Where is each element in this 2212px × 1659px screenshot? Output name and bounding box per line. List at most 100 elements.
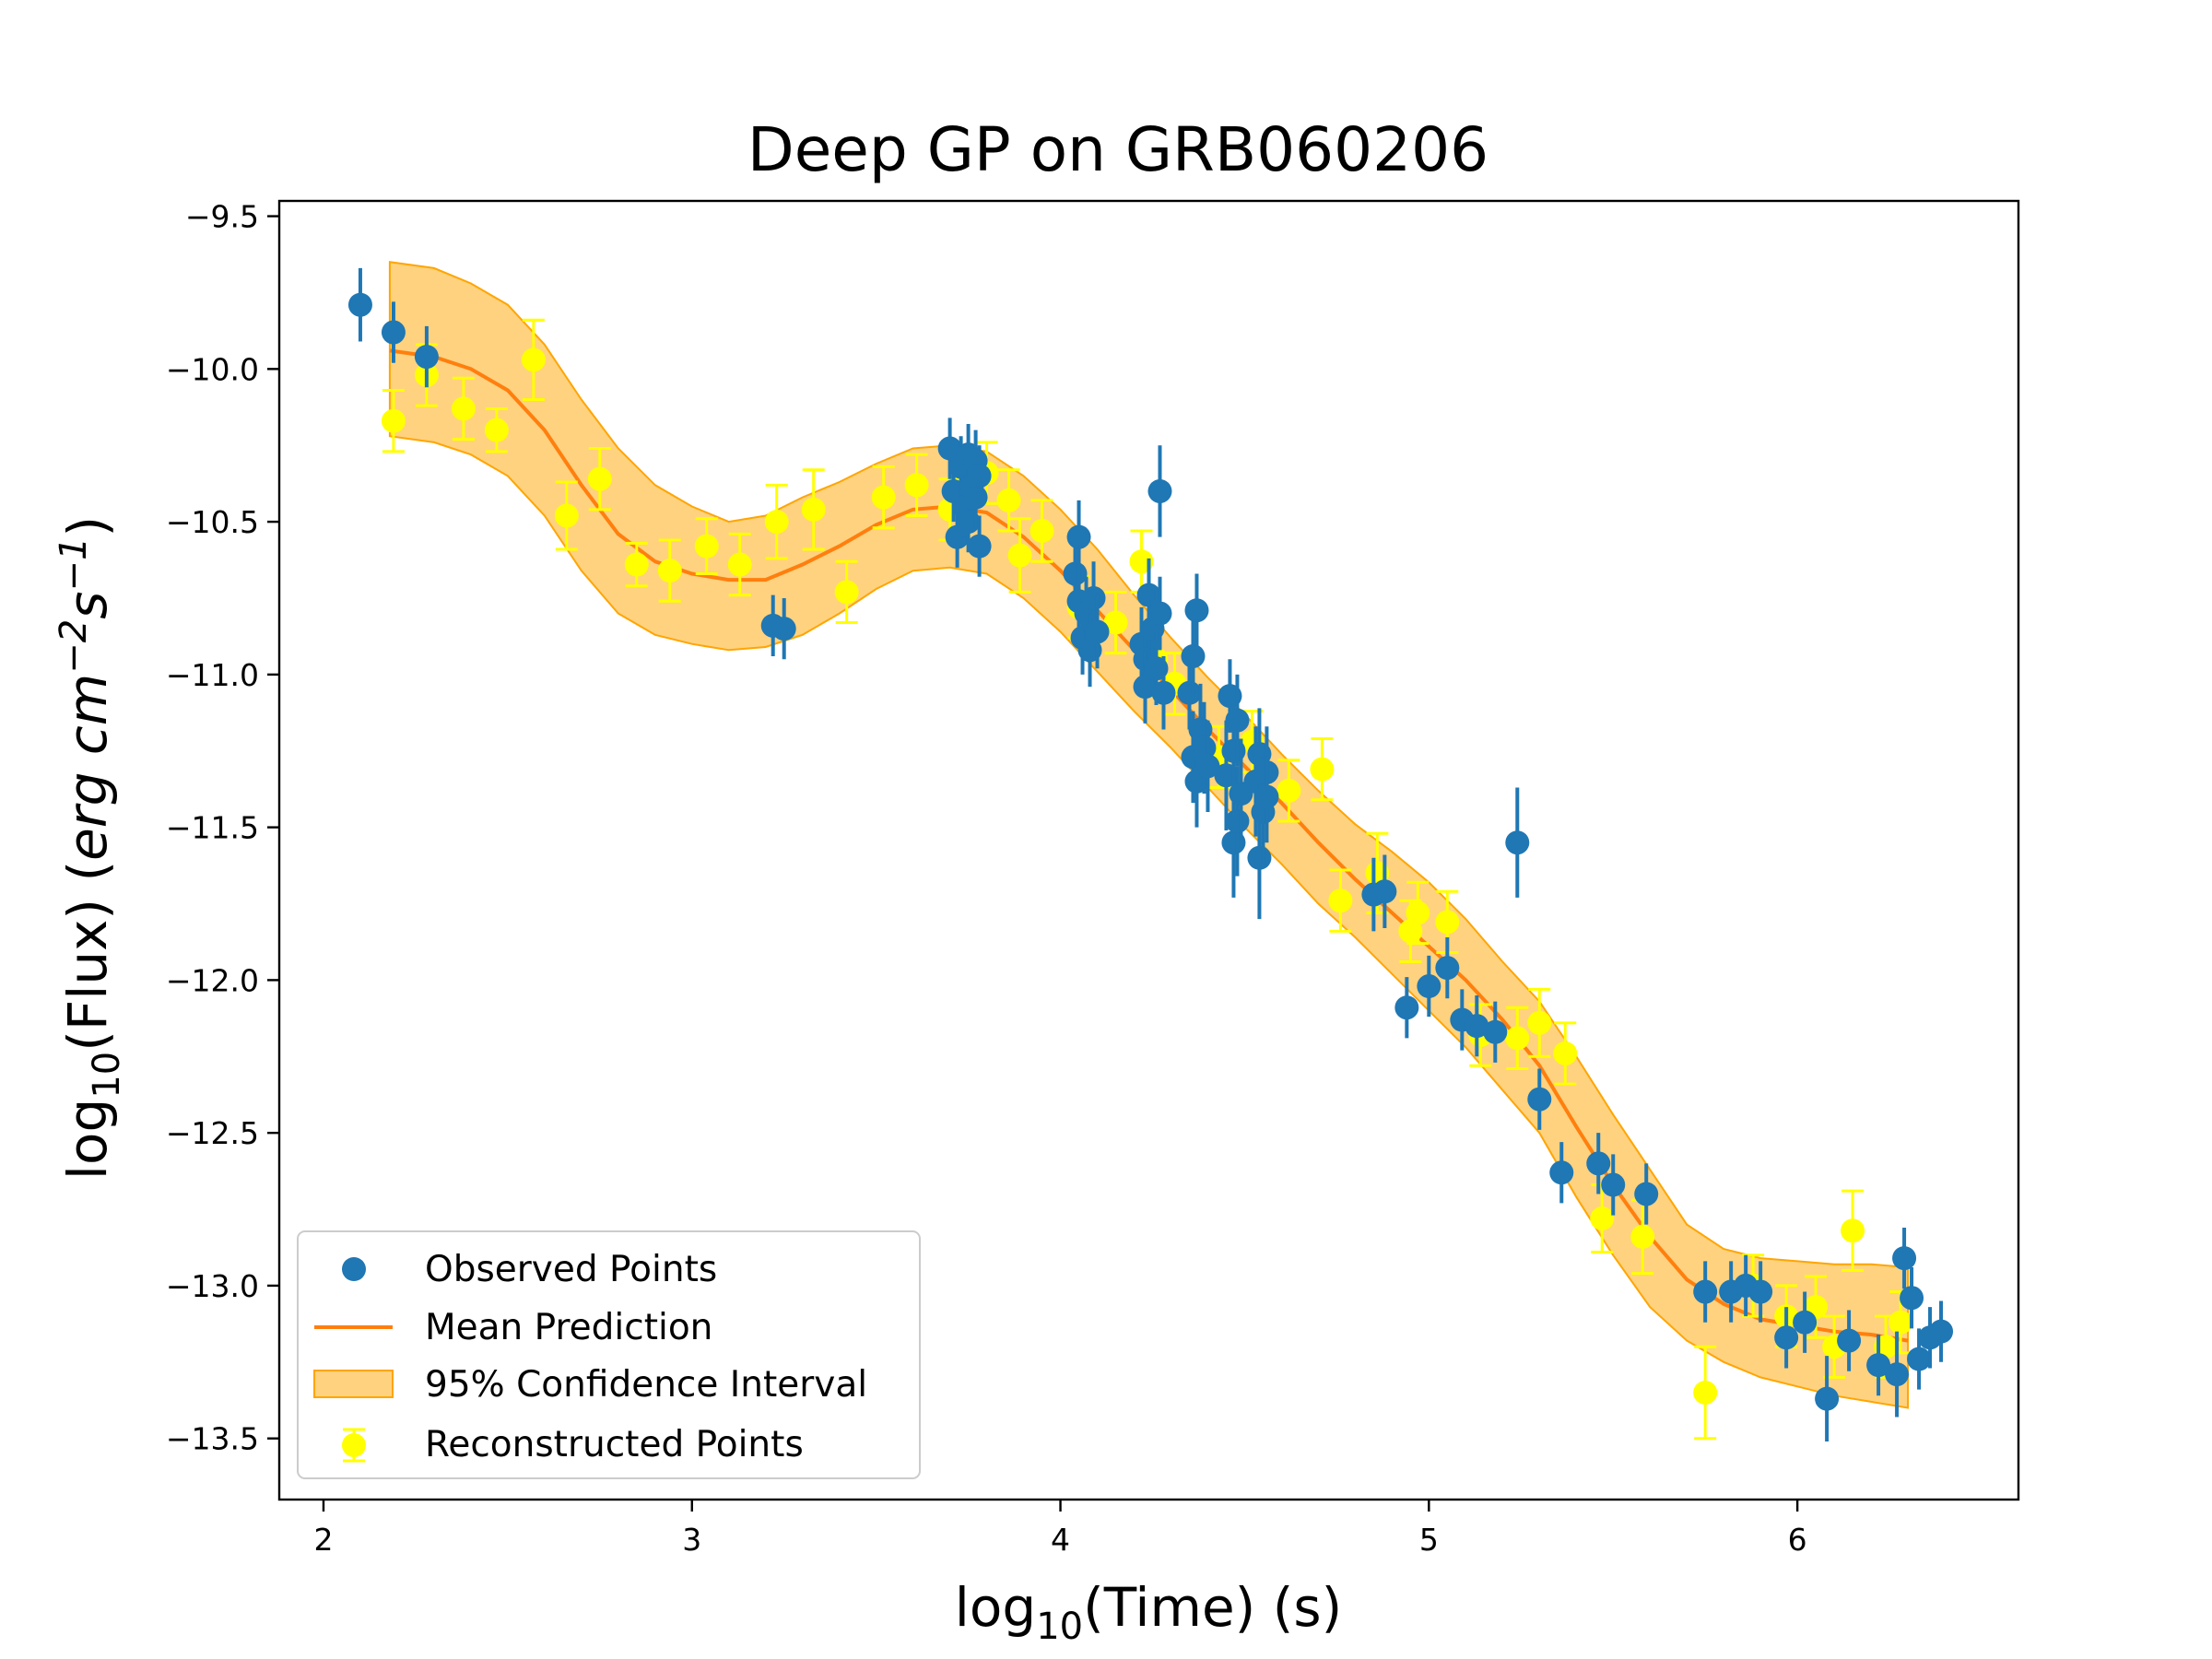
observed-point [1195,720,1220,813]
observed-point [1147,445,1172,537]
observed-marker [1634,1182,1659,1206]
reconstructed-marker [904,473,929,498]
observed-marker [967,534,992,559]
y-axis-label: log10(Flux) (erg cm−2s−1) [53,516,128,1180]
x-tick-label: 2 [313,1522,333,1558]
observed-point [1601,1154,1626,1216]
reconstructed-point [451,376,476,441]
reconstructed-point [1527,987,1552,1058]
observed-marker [937,436,962,461]
reconstructed-marker [381,408,406,433]
reconstructed-marker [1630,1224,1655,1249]
reconstructed-point [1841,1189,1865,1272]
observed-point [1866,1334,1891,1396]
legend-box [297,1230,921,1479]
reconstructed-point [1406,880,1430,946]
reconstructed-marker [727,552,752,577]
y-tick-label: −12.0 [166,962,259,998]
observed-point [1085,594,1110,669]
legend-observed-marker [342,1257,366,1281]
observed-marker [381,320,406,345]
observed-marker [1133,675,1158,700]
observed-point [1184,573,1209,648]
plot-frame [277,199,2020,1501]
observed-point [1372,854,1397,929]
observed-marker [414,345,439,370]
legend-ci-label: 95% Confidence Interval [425,1364,867,1406]
x-tick-label: 6 [1788,1522,1807,1558]
observed-marker [1435,956,1460,981]
observed-point [1181,619,1206,693]
observed-point [1634,1163,1659,1225]
reconstructed-point [1804,1275,1829,1339]
reconstructed-marker [587,466,612,491]
legend-ci: 95% Confidence Interval [313,1364,867,1406]
observed-point [1774,1307,1799,1369]
x-tick-label: 4 [1051,1522,1070,1558]
reconstructed-marker [521,347,546,372]
observed-point [1465,994,1489,1057]
observed-point [1394,977,1419,1039]
reconstructed-point [587,447,612,512]
reconstructed-point [1553,1021,1578,1086]
observed-point [1225,674,1250,767]
reconstructed-point [834,559,859,625]
reconstructed-point [1693,1345,1718,1441]
legend-observed: Observed Points [342,1249,717,1290]
reconstructed-point [1505,1006,1530,1071]
observed-point [1527,1068,1552,1130]
observed-marker [1372,879,1397,904]
observed-marker [1774,1325,1799,1350]
legend: Observed Points Mean Prediction 95% Conf… [297,1230,921,1479]
observed-point [1254,750,1279,843]
observed-marker [1247,845,1272,870]
observed-point [1177,655,1202,730]
observed-point [771,597,796,660]
reconstructed-point [801,468,826,551]
observed-marker [1225,708,1250,733]
observed-marker [1184,598,1209,623]
observed-marker [1254,784,1279,809]
observed-marker [1748,1279,1773,1304]
observed-point [1151,655,1176,730]
reconstructed-marker [1406,900,1430,925]
reconstructed-marker [1841,1218,1865,1243]
observed-marker [1929,1319,1954,1344]
observed-point [1435,936,1460,999]
observed-marker [1483,1019,1508,1044]
reconstructed-marker [1505,1026,1530,1051]
reconstructed-point [484,406,509,453]
observed-marker [1549,1160,1574,1185]
observed-point [1900,1267,1924,1329]
legend-mean-label: Mean Prediction [425,1307,712,1348]
observed-marker [1181,643,1206,668]
reconstructed-marker [451,396,476,421]
observed-point [1815,1356,1840,1442]
observed-points-layer [347,267,1954,1442]
reconstructed-marker [657,559,682,583]
observed-marker [1147,601,1172,626]
observed-point [1892,1227,1917,1289]
observed-marker [1907,1347,1932,1371]
confidence-band-layer [388,261,1910,1409]
reconstructed-point [1328,868,1353,933]
observed-point [381,301,406,363]
observed-point [1133,650,1158,724]
observed-point [1748,1261,1773,1323]
observed-point [1192,701,1217,794]
chart-title: Deep GP on GRB060206 [747,114,1488,185]
reconstructed-marker [1527,1010,1552,1035]
reconstructed-point [1030,499,1054,563]
observed-marker [1892,1246,1917,1271]
reconstructed-point [727,532,752,597]
observed-marker [1837,1328,1862,1353]
y-tick-label: −9.5 [185,199,259,235]
observed-point [1837,1310,1862,1371]
reconstructed-point [904,453,929,517]
observed-marker [1195,754,1220,779]
reconstructed-point [871,465,896,530]
observed-point [1483,1001,1508,1063]
reconstructed-marker [1435,910,1460,935]
y-axis-ticks: −9.5 −10.0 −10.5 −11.0 −11.5 −12.0 −12.5 −13.0 −… [166,199,279,1457]
